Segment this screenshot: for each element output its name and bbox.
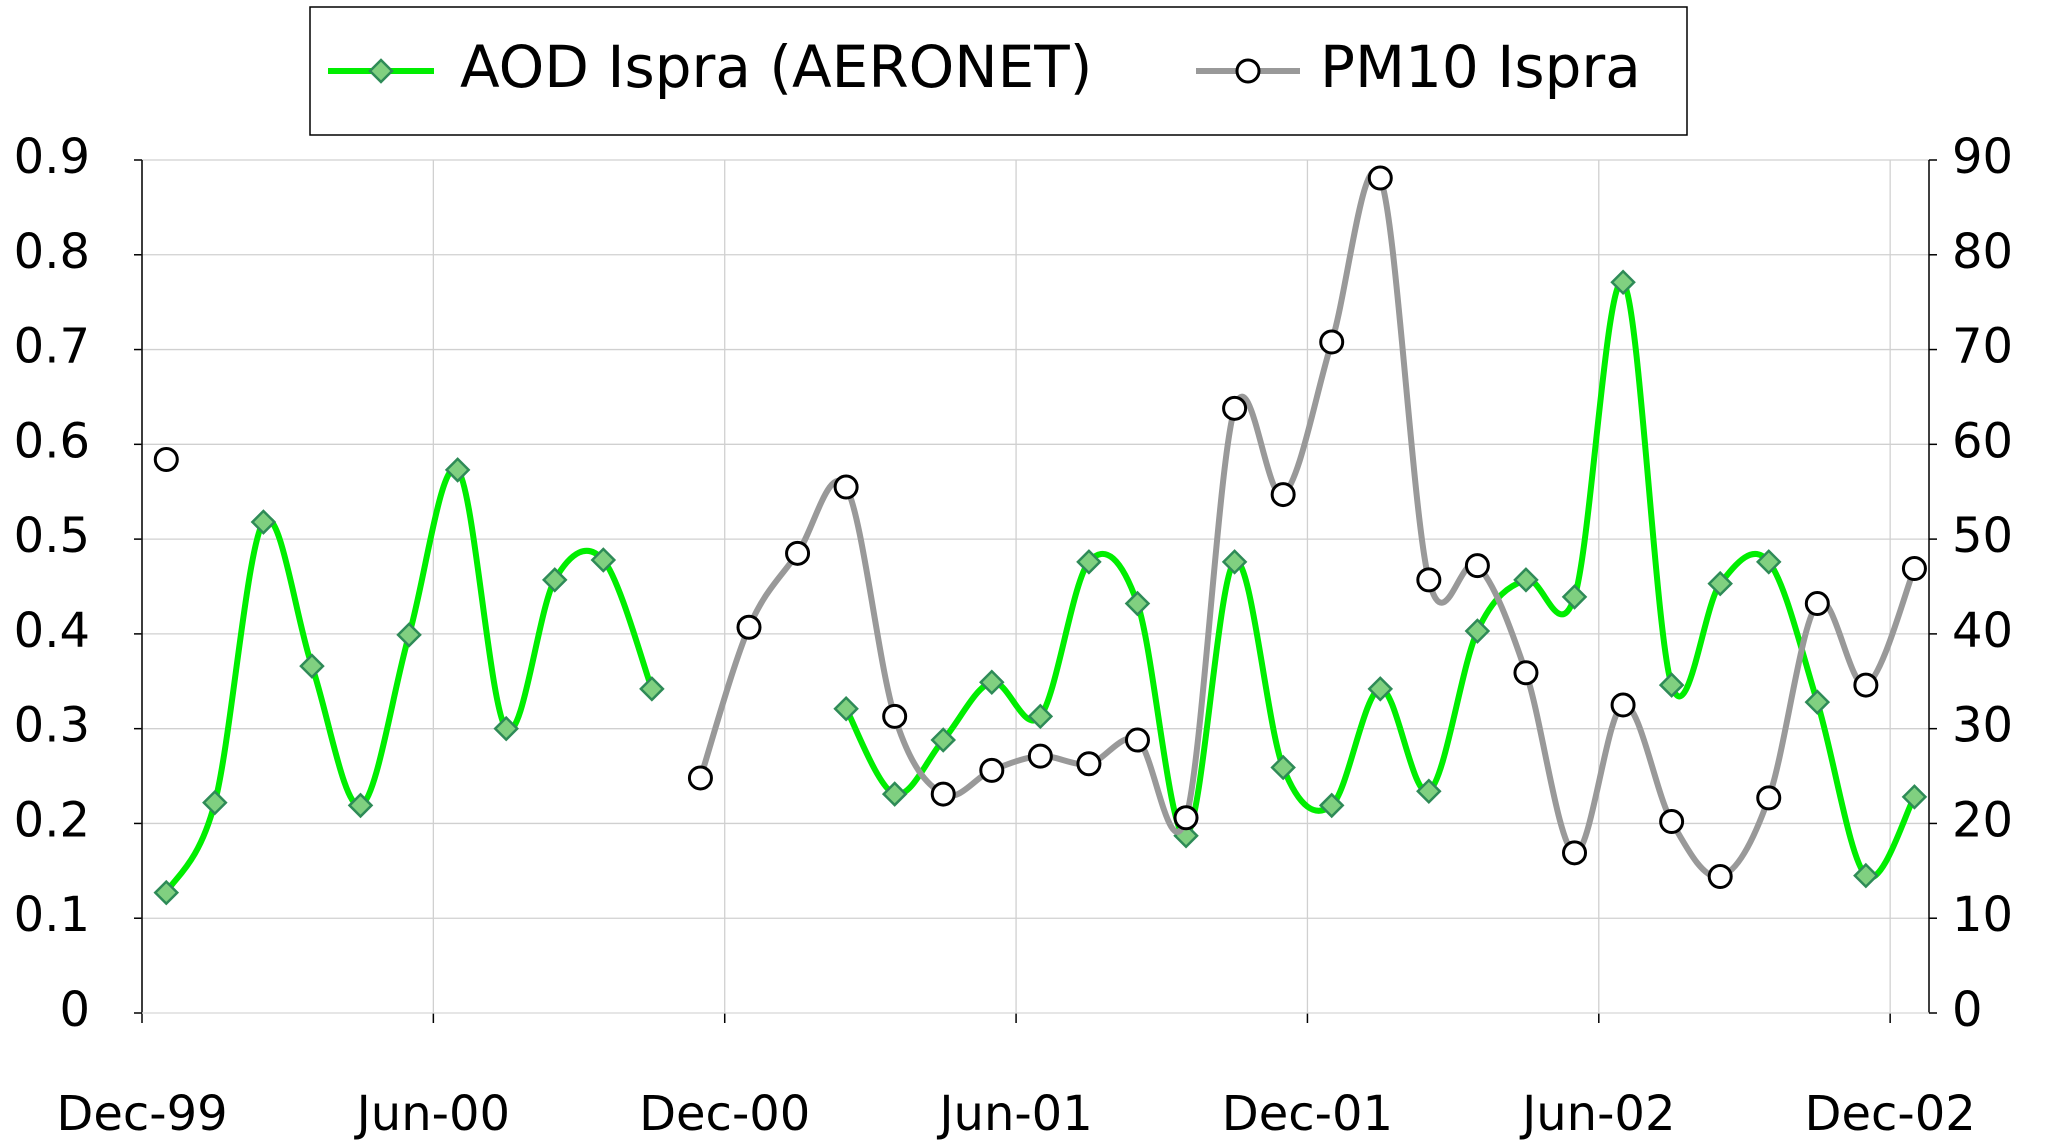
marker-diamond [1561, 584, 1588, 610]
y2-tick-label: 90 [1952, 129, 2013, 185]
y2-tick-label: 0 [1952, 982, 1983, 1038]
marker-diamond [1124, 590, 1151, 617]
marker-diamond [1755, 549, 1782, 575]
y-tick-label: 0.6 [14, 413, 90, 469]
y-tick-label: 0.2 [14, 792, 90, 848]
marker-circle [1464, 553, 1490, 579]
marker-diamond [202, 789, 228, 816]
x-tick-label: Jun-02 [1519, 1086, 1675, 1142]
marker-diamond [1804, 689, 1831, 715]
marker-diamond [541, 567, 568, 593]
marker-circle [930, 781, 956, 807]
marker-diamond [299, 653, 325, 679]
y2-tick-label: 20 [1952, 792, 2013, 848]
x-tick-label: Jun-00 [354, 1086, 510, 1142]
y-tick-label: 0.1 [14, 887, 90, 943]
y2-tick-label: 10 [1952, 887, 2013, 943]
marker-diamond [1464, 618, 1491, 644]
y2-tick-label: 80 [1952, 224, 2013, 280]
y-tick-label: 0.7 [14, 319, 90, 375]
y2-tick-label: 40 [1952, 603, 2013, 659]
marker-circle [1076, 751, 1102, 777]
marker-circle [1513, 660, 1539, 686]
y-tick-label: 0.3 [14, 698, 90, 754]
marker-circle [1173, 805, 1199, 831]
marker-diamond [1513, 567, 1539, 593]
marker-circle [1562, 840, 1588, 866]
series-line [163, 279, 1918, 895]
marker-diamond [396, 622, 422, 648]
y2-tick-label: 50 [1952, 508, 2013, 564]
legend-label: AOD Ispra (AERONET) [460, 33, 1092, 101]
marker-circle [1124, 727, 1150, 753]
marker-diamond [1658, 672, 1685, 698]
marker-diamond [1416, 778, 1442, 804]
x-tick-label: Dec-01 [1222, 1086, 1393, 1142]
y2-tick-label: 60 [1952, 413, 2013, 469]
marker-diamond [833, 695, 859, 722]
marker-circle [1027, 743, 1053, 769]
y-tick-label: 0.9 [14, 129, 90, 185]
marker-diamond [1853, 862, 1879, 889]
marker-diamond [444, 457, 471, 483]
marker-circle [1756, 785, 1782, 811]
x-tick-label: Jun-01 [936, 1086, 1092, 1142]
y2-tick-label: 30 [1952, 698, 2013, 754]
marker-diamond [368, 58, 394, 84]
marker-diamond [1221, 549, 1248, 575]
marker-circle [882, 703, 908, 729]
marker-diamond [979, 669, 1005, 695]
marker-diamond [1027, 703, 1054, 730]
marker-circle [833, 474, 859, 500]
marker-diamond [1610, 269, 1636, 296]
marker-diamond [347, 792, 374, 819]
legend-label: PM10 Ispra [1320, 33, 1641, 101]
y2-tick-label: 70 [1952, 319, 2013, 375]
marker-diamond [881, 781, 908, 807]
marker-diamond [930, 727, 957, 753]
marker-diamond [153, 879, 180, 906]
marker-circle [1222, 395, 1248, 421]
y-tick-label: 0.8 [14, 224, 90, 280]
y-tick-label: 0.4 [14, 603, 90, 659]
marker-circle [1319, 329, 1345, 355]
marker-diamond [1270, 754, 1296, 781]
x-tick-label: Dec-99 [56, 1086, 227, 1142]
marker-diamond [639, 676, 665, 702]
marker-circle [153, 446, 179, 472]
y-tick-label: 0.5 [14, 508, 90, 564]
marker-circle [1659, 809, 1685, 835]
y-tick-label: 0 [59, 982, 90, 1038]
marker-circle [1270, 482, 1296, 508]
marker-circle [1416, 567, 1442, 593]
marker-diamond [1318, 792, 1345, 819]
x-tick-label: Dec-02 [1805, 1086, 1976, 1142]
marker-diamond [590, 547, 617, 573]
marker-diamond [1707, 570, 1733, 597]
x-tick-label: Dec-00 [639, 1086, 810, 1142]
marker-diamond [1076, 549, 1102, 575]
marker-circle [736, 614, 762, 640]
legend-box [309, 6, 1688, 136]
marker-diamond [1901, 784, 1928, 810]
marker-circle [687, 765, 713, 791]
marker-circle [1853, 672, 1879, 698]
marker-circle [785, 540, 811, 566]
marker-circle [1610, 692, 1636, 718]
marker-diamond [250, 509, 277, 535]
marker-diamond [493, 715, 519, 742]
marker-circle [1707, 864, 1733, 890]
marker-circle [1804, 591, 1830, 617]
marker-diamond [1367, 676, 1394, 702]
marker-circle [1235, 58, 1261, 84]
marker-circle [1901, 555, 1927, 581]
marker-circle [1367, 165, 1393, 191]
marker-circle [979, 757, 1005, 783]
